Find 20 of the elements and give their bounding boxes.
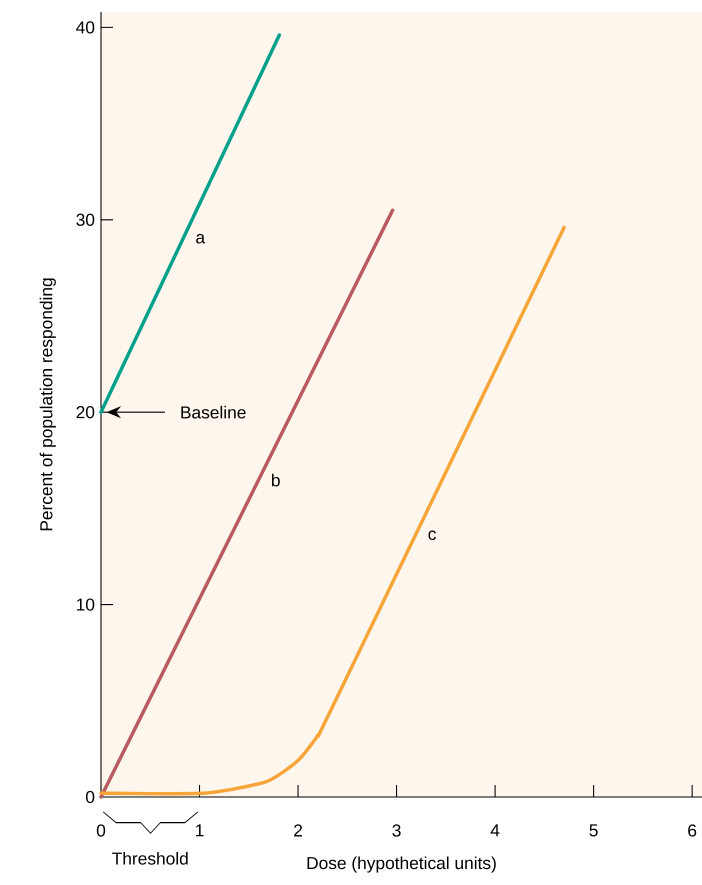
x-tick-label: 3 xyxy=(392,824,401,837)
x-tick-label: 1 xyxy=(196,824,204,836)
series-label: c xyxy=(428,530,436,540)
y-tick-label: 40 xyxy=(76,21,94,34)
y-tick-label: 20 xyxy=(76,406,94,418)
x-tick-label: 6 xyxy=(688,824,696,837)
y-axis-title: Percent of population responding xyxy=(40,278,56,530)
line-series xyxy=(99,226,566,796)
series-label: a xyxy=(196,234,206,244)
x-tick-label: 5 xyxy=(589,824,598,836)
series-label: b xyxy=(272,474,280,486)
annotation: Baseline xyxy=(181,406,246,419)
y-tick-label: 10 xyxy=(76,598,94,611)
text: Threshold xyxy=(112,852,188,865)
x-axis-title: Dose (hypothetical units) xyxy=(308,856,496,873)
x-tick-label: 0 xyxy=(96,824,106,837)
x-tick-label: 4 xyxy=(490,824,500,836)
y-tick-label: 0 xyxy=(86,790,94,804)
y-tick-label: 30 xyxy=(76,214,94,226)
x-tick-label: 2 xyxy=(294,824,302,836)
